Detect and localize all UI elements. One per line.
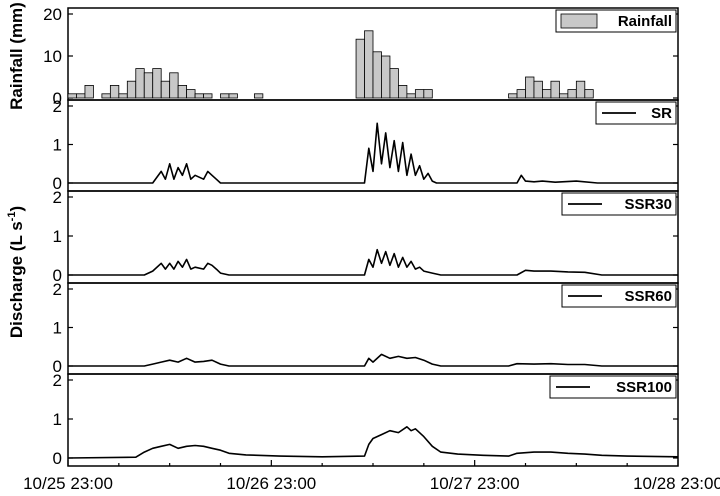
y-tick-label: 2 xyxy=(53,371,62,390)
rainfall-bar xyxy=(406,93,416,99)
x-tick-label: 10/26 23:00 xyxy=(226,474,316,493)
rainfall-bar xyxy=(423,89,433,99)
y-tick-label: 0 xyxy=(53,357,62,376)
series-line-ssr100 xyxy=(67,426,679,459)
rainfall-bar xyxy=(143,72,154,99)
rainfall-bar xyxy=(558,93,569,99)
rainfall-bar xyxy=(169,72,179,99)
x-tick-label: 10/25 23:00 xyxy=(23,474,113,493)
y-tick-label: 0 xyxy=(53,174,62,193)
rainfall-bar xyxy=(194,93,204,99)
y-tick-label: 2 xyxy=(53,97,62,116)
legend-ssr30: SSR30 xyxy=(561,192,677,216)
rainfall-bar xyxy=(381,55,391,99)
discharge-title-close: ) xyxy=(7,206,26,212)
rainfall-bar xyxy=(567,89,577,99)
rainfall-bar xyxy=(177,85,188,99)
y-tick-label: 20 xyxy=(43,5,62,24)
rainfall-bar xyxy=(389,68,399,99)
y-tick-label: 1 xyxy=(53,227,62,246)
legend-label: SSR60 xyxy=(624,288,672,305)
x-tick-label: 10/27 23:00 xyxy=(430,474,520,493)
y-tick-label: 0 xyxy=(53,89,62,108)
rainfall-bar xyxy=(126,80,137,99)
legend-label: SSR30 xyxy=(624,196,672,213)
rainfall-bar xyxy=(84,85,94,99)
rainfall-bar xyxy=(542,89,552,99)
rainfall-bar xyxy=(398,85,408,99)
rainfall-bar xyxy=(533,80,543,99)
rainfall-bar xyxy=(525,76,535,99)
rainfall-bar xyxy=(76,93,86,99)
legend-box xyxy=(561,284,677,308)
rainfall-bar xyxy=(584,89,594,99)
rainfall-bar xyxy=(203,93,213,99)
rainfall-bar xyxy=(186,89,196,99)
legend-box xyxy=(561,192,677,216)
legend-ssr60: SSR60 xyxy=(561,284,677,308)
y-tick-label: 2 xyxy=(53,280,62,299)
rainfall-bar xyxy=(152,68,162,99)
x-axis: 10/25 23:00 10/26 23:00 10/27 23:00 10/28 2… xyxy=(23,460,720,493)
panel-frame xyxy=(67,99,679,192)
panel-ssr60: 0 1 2 SSR60 xyxy=(53,280,679,376)
legend-label: SSR100 xyxy=(616,379,672,396)
rainfall-bar xyxy=(109,85,120,99)
rainfall-bar xyxy=(67,93,77,99)
legend-sr: SR xyxy=(595,101,677,125)
panels-group: 0 10 20 Rainfall 0 1 2 SR 0 1 2 SSR30 0 1 2 SSR60 0 1 2 SSR… xyxy=(43,5,679,468)
rainfall-bar xyxy=(101,93,111,99)
y-tick-label: 1 xyxy=(53,410,62,429)
rainfall-bar xyxy=(372,51,382,99)
y-tick-label: 2 xyxy=(53,188,62,207)
rainfall-axis-title: Rainfall (mm) xyxy=(7,2,26,110)
rainfall-bar xyxy=(508,93,518,99)
rainfall-bar xyxy=(135,68,145,99)
rainfall-bar xyxy=(550,80,560,99)
panel-sr: 0 1 2 SR xyxy=(53,97,679,193)
legend-label: Rainfall xyxy=(618,13,672,30)
rainfall-bar xyxy=(575,80,586,99)
rainfall-bar xyxy=(364,30,374,99)
rainfall-bar xyxy=(253,93,264,99)
rainfall-bar xyxy=(414,89,425,99)
legend-label: SR xyxy=(651,105,672,122)
panel-ssr30: 0 1 2 SSR30 xyxy=(53,188,679,285)
rainfall-bar xyxy=(160,80,171,99)
rainfall-bar xyxy=(516,89,526,99)
discharge-title-main: Discharge (L s xyxy=(7,221,26,338)
legend-ssr100: SSR100 xyxy=(549,375,677,399)
rainfall-bar xyxy=(118,93,128,99)
y-tick-label: 10 xyxy=(43,47,62,66)
legend-swatch xyxy=(560,13,598,29)
rainfall-bar xyxy=(220,93,230,99)
y-tick-label: 1 xyxy=(53,136,62,155)
series-line-sr xyxy=(68,122,678,184)
rainfall-bar xyxy=(228,93,238,99)
discharge-axis-title: Discharge (L s-1) xyxy=(6,206,26,338)
series-line-ssr60 xyxy=(68,353,678,367)
y-tick-label: 1 xyxy=(53,319,62,338)
discharge-title-superscript: -1 xyxy=(6,212,18,222)
panel-ssr100: 0 1 2 SSR100 xyxy=(53,371,679,468)
rainfall-bar xyxy=(355,38,365,99)
legend-rainfall: Rainfall xyxy=(555,9,677,33)
panel-rainfall: 0 10 20 Rainfall xyxy=(43,5,679,108)
y-tick-label: 0 xyxy=(53,266,62,285)
series-line-ssr30 xyxy=(68,248,678,276)
y-tick-label: 0 xyxy=(53,449,62,468)
x-tick-label: 10/28 23:00 xyxy=(633,474,720,493)
legend-box xyxy=(549,375,677,399)
y-axis-titles: Rainfall (mm) Discharge (L s-1) xyxy=(6,2,26,338)
